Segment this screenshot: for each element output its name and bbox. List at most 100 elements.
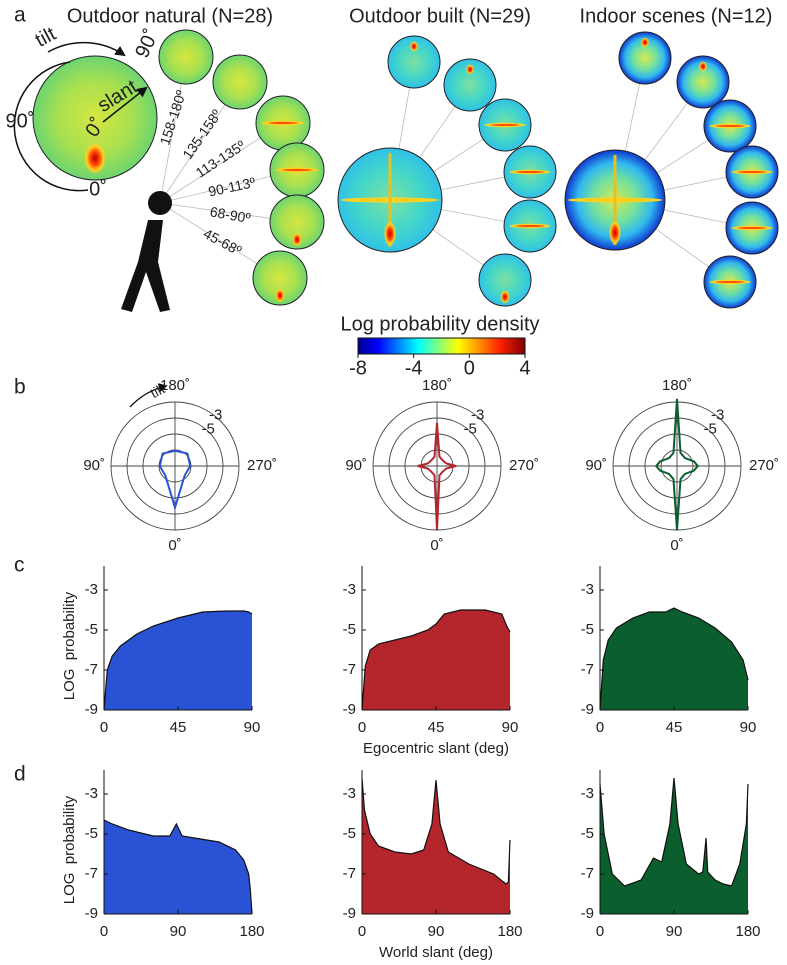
column-title: Outdoor natural (N=28) bbox=[67, 5, 273, 27]
r-tick-label: -5 bbox=[704, 421, 717, 438]
area-fill bbox=[104, 611, 252, 710]
slant-bin: 68-90º bbox=[209, 203, 252, 226]
y-tick-label: -7 bbox=[85, 661, 98, 678]
y-tick-label: -9 bbox=[581, 905, 594, 922]
colorbar bbox=[357, 337, 526, 355]
polar-line bbox=[654, 398, 700, 531]
column-title: Outdoor built (N=29) bbox=[349, 5, 531, 27]
scene-disc bbox=[269, 194, 325, 250]
theta-tick-label: 270˚ bbox=[509, 457, 539, 474]
y-tick-label: -3 bbox=[343, 581, 356, 598]
theta-tick-label: 270˚ bbox=[247, 457, 277, 474]
scene-disc bbox=[212, 54, 268, 110]
y-tick-label: -5 bbox=[343, 621, 356, 638]
x-tick-label: 0 bbox=[100, 923, 108, 940]
panel-label: b bbox=[14, 376, 26, 399]
density-band bbox=[388, 153, 392, 247]
theta-tick-label: 270˚ bbox=[749, 457, 779, 474]
x-tick-label: 45 bbox=[666, 719, 683, 736]
area-line bbox=[103, 819, 253, 915]
scene-disc bbox=[478, 253, 532, 307]
scene-disc bbox=[32, 55, 158, 181]
person-icon bbox=[121, 191, 172, 312]
x-tick-label: 90 bbox=[502, 719, 519, 736]
column-title: Indoor scenes (N=12) bbox=[580, 5, 773, 27]
x-tick-label: 90 bbox=[428, 923, 445, 940]
x-tick-label: 90 bbox=[244, 719, 261, 736]
polar-line bbox=[417, 422, 457, 531]
scene-disc bbox=[676, 55, 730, 109]
theta-tick-label: 90˚ bbox=[585, 457, 607, 474]
area-fill bbox=[104, 820, 252, 914]
slant-arrow bbox=[102, 86, 148, 123]
area-fill bbox=[362, 610, 510, 710]
density-band bbox=[715, 280, 745, 284]
colorbar-tick-label: 0 bbox=[464, 357, 475, 379]
density-band bbox=[613, 155, 617, 245]
scene-disc bbox=[387, 35, 441, 89]
y-tick-label: -9 bbox=[85, 701, 98, 718]
area-line bbox=[599, 607, 749, 711]
y-tick-label: -7 bbox=[85, 865, 98, 882]
x-tick-label: 0 bbox=[100, 719, 108, 736]
theta-tick-label: 180˚ bbox=[422, 377, 452, 394]
area-line bbox=[361, 777, 511, 885]
r-tick-label: -5 bbox=[202, 421, 215, 438]
colorbar-tick-label: -8 bbox=[349, 357, 367, 379]
density-spot bbox=[275, 288, 285, 303]
colorbar-tick-label: 4 bbox=[519, 357, 530, 379]
panel-label: c bbox=[14, 554, 25, 577]
y-axis-label: LOG probability bbox=[61, 795, 78, 904]
density-band bbox=[737, 226, 767, 230]
density-band bbox=[515, 224, 545, 228]
x-tick-label: 0 bbox=[358, 923, 366, 940]
scene-disc bbox=[443, 58, 497, 112]
x-tick-label: 0 bbox=[358, 719, 366, 736]
y-tick-label: -3 bbox=[85, 785, 98, 802]
x-tick-label: 0 bbox=[596, 923, 604, 940]
theta-tick-label: 0˚ bbox=[430, 537, 443, 554]
density-band bbox=[490, 123, 520, 127]
density-band bbox=[737, 170, 767, 174]
x-axis-label: Egocentric slant (deg) bbox=[363, 740, 509, 757]
y-tick-label: -3 bbox=[85, 581, 98, 598]
theta-tick-label: 180˚ bbox=[160, 377, 190, 394]
density-spot bbox=[383, 220, 397, 247]
x-tick-label: 90 bbox=[170, 923, 187, 940]
tilt-arrow bbox=[47, 41, 126, 57]
density-spot bbox=[609, 220, 621, 245]
x-tick-label: 90 bbox=[666, 923, 683, 940]
density-spot bbox=[698, 61, 708, 72]
y-axis-label: LOG probability bbox=[61, 591, 78, 700]
y-tick-label: -7 bbox=[581, 661, 594, 678]
r-tick-label: -3 bbox=[209, 406, 222, 423]
area-fill bbox=[600, 778, 748, 914]
colorbar-label: Log probability density bbox=[340, 313, 539, 335]
y-tick-label: -5 bbox=[581, 825, 594, 842]
density-spot bbox=[465, 64, 475, 75]
scene-disc bbox=[158, 29, 214, 85]
theta-tick-label: 0˚ bbox=[168, 537, 181, 554]
slant-bin: 45-68º bbox=[201, 225, 245, 258]
tilt-tick: 90˚ bbox=[6, 110, 35, 132]
density-spot bbox=[409, 41, 419, 52]
x-tick-label: 45 bbox=[428, 719, 445, 736]
x-tick-label: 180 bbox=[239, 923, 264, 940]
y-tick-label: -7 bbox=[343, 661, 356, 678]
theta-tick-label: 180˚ bbox=[662, 377, 692, 394]
x-tick-label: 90 bbox=[740, 719, 757, 736]
density-spot bbox=[83, 142, 107, 175]
colorbar-tick-label: -4 bbox=[405, 357, 423, 379]
x-tick-label: 0 bbox=[596, 719, 604, 736]
panel-label: a bbox=[14, 4, 26, 27]
y-tick-label: -7 bbox=[581, 865, 594, 882]
x-tick-label: 180 bbox=[735, 923, 760, 940]
area-fill bbox=[600, 608, 748, 710]
y-tick-label: -5 bbox=[85, 825, 98, 842]
area-line bbox=[599, 777, 749, 887]
y-tick-label: -5 bbox=[85, 621, 98, 638]
y-tick-label: -3 bbox=[343, 785, 356, 802]
area-line bbox=[103, 610, 253, 711]
density-spot bbox=[500, 290, 510, 304]
area-fill bbox=[362, 778, 510, 914]
